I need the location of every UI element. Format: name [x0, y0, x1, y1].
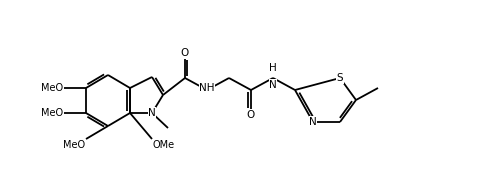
Text: O: O — [246, 110, 255, 120]
Text: OMe: OMe — [153, 140, 175, 150]
Text: H: H — [269, 63, 277, 73]
Text: S: S — [336, 73, 343, 83]
Text: N: N — [148, 108, 156, 118]
Text: NH: NH — [199, 83, 214, 93]
Text: MeO: MeO — [63, 140, 85, 150]
Text: MeO: MeO — [41, 83, 63, 93]
Text: N: N — [269, 80, 277, 90]
Text: MeO: MeO — [41, 108, 63, 118]
Text: N: N — [309, 117, 316, 127]
Text: O: O — [180, 48, 189, 58]
